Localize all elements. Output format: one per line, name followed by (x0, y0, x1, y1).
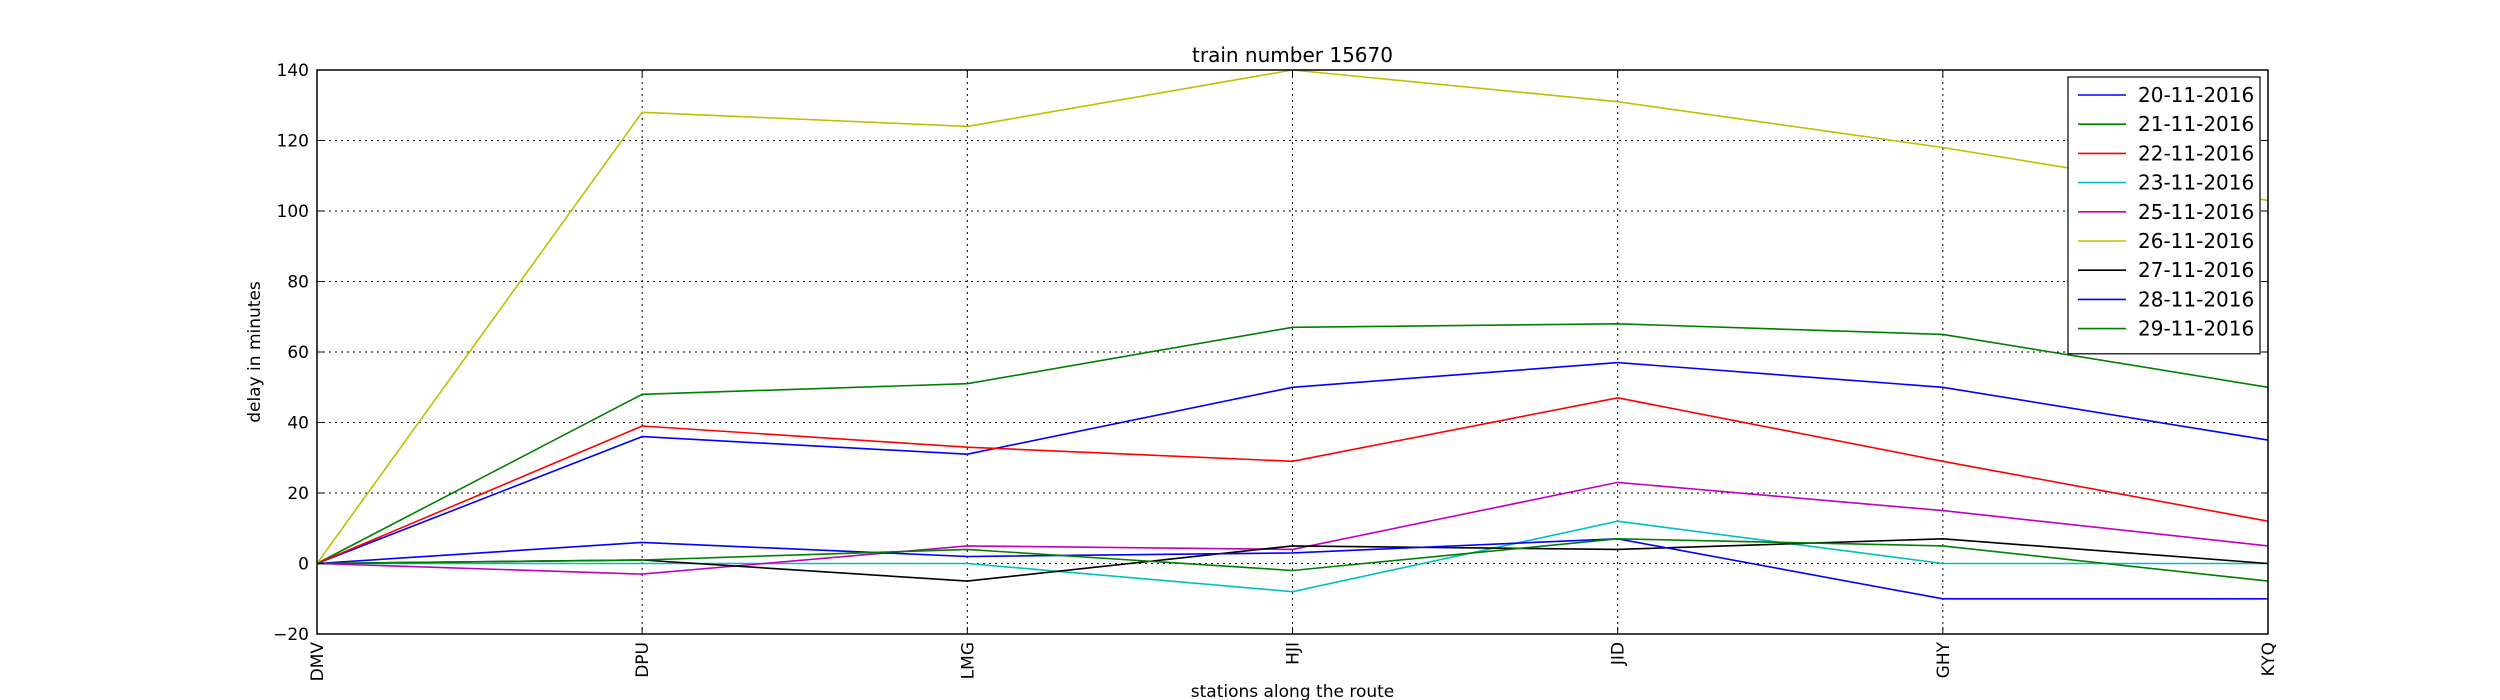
y-tick-label: 120 (277, 132, 309, 152)
series-line-23-11-2016 (317, 520, 2268, 593)
x-tick-label: HJI (1284, 642, 1304, 665)
y-tick-label: 60 (287, 343, 309, 363)
y-tick-label: 80 (287, 273, 309, 293)
legend-label: 27-11-2016 (2138, 258, 2254, 282)
series-line-25-11-2016 (316, 481, 2269, 575)
legend-label: 25-11-2016 (2138, 200, 2254, 224)
y-axis-title: delay in minutes (245, 281, 265, 423)
legend-label: 28-11-2016 (2138, 287, 2254, 311)
axis-ticks: DMV DPU LMG HJI JID GHY KYQ −20 0 20 40 60 80 100 120 1… (273, 61, 2279, 681)
y-tick-label: 40 (287, 414, 309, 434)
legend-label: 23-11-2016 (2138, 171, 2254, 195)
series-line-21-11-2016 (316, 322, 2269, 565)
y-tick-label: 140 (277, 61, 309, 81)
legend-label: 22-11-2016 (2138, 141, 2254, 165)
y-tick-label: 100 (277, 202, 309, 222)
x-tick-label: JID (1609, 642, 1629, 666)
legend-label: 26-11-2016 (2138, 229, 2254, 253)
series-line-29-11-2016 (316, 537, 2269, 582)
x-tick-label: LMG (958, 642, 978, 679)
series-line-20-11-2016 (316, 361, 2269, 565)
legend-label: 20-11-2016 (2138, 83, 2254, 107)
x-axis-title: stations along the route (1191, 682, 1395, 700)
series-line-28-11-2016 (316, 537, 2268, 600)
legend-label: 29-11-2016 (2138, 317, 2254, 341)
x-tick-label: DPU (633, 642, 653, 678)
legend: 20-11-2016 21-11-2016 22-11-2016 23-11-2016… (2067, 76, 2261, 355)
y-tick-label: 20 (287, 484, 309, 504)
x-tick-label: DMV (308, 642, 328, 682)
series-lines (316, 69, 2269, 600)
x-tick-label: KYQ (2259, 642, 2279, 676)
series-line-22-11-2016 (316, 396, 2269, 565)
legend-box (2067, 76, 2261, 355)
legend-label: 21-11-2016 (2138, 112, 2254, 136)
y-tick-label: −20 (273, 625, 309, 645)
x-tick-label: GHY (1934, 641, 1954, 678)
y-tick-label: 0 (298, 555, 309, 575)
chart-title: train number 15670 (1192, 43, 1393, 67)
